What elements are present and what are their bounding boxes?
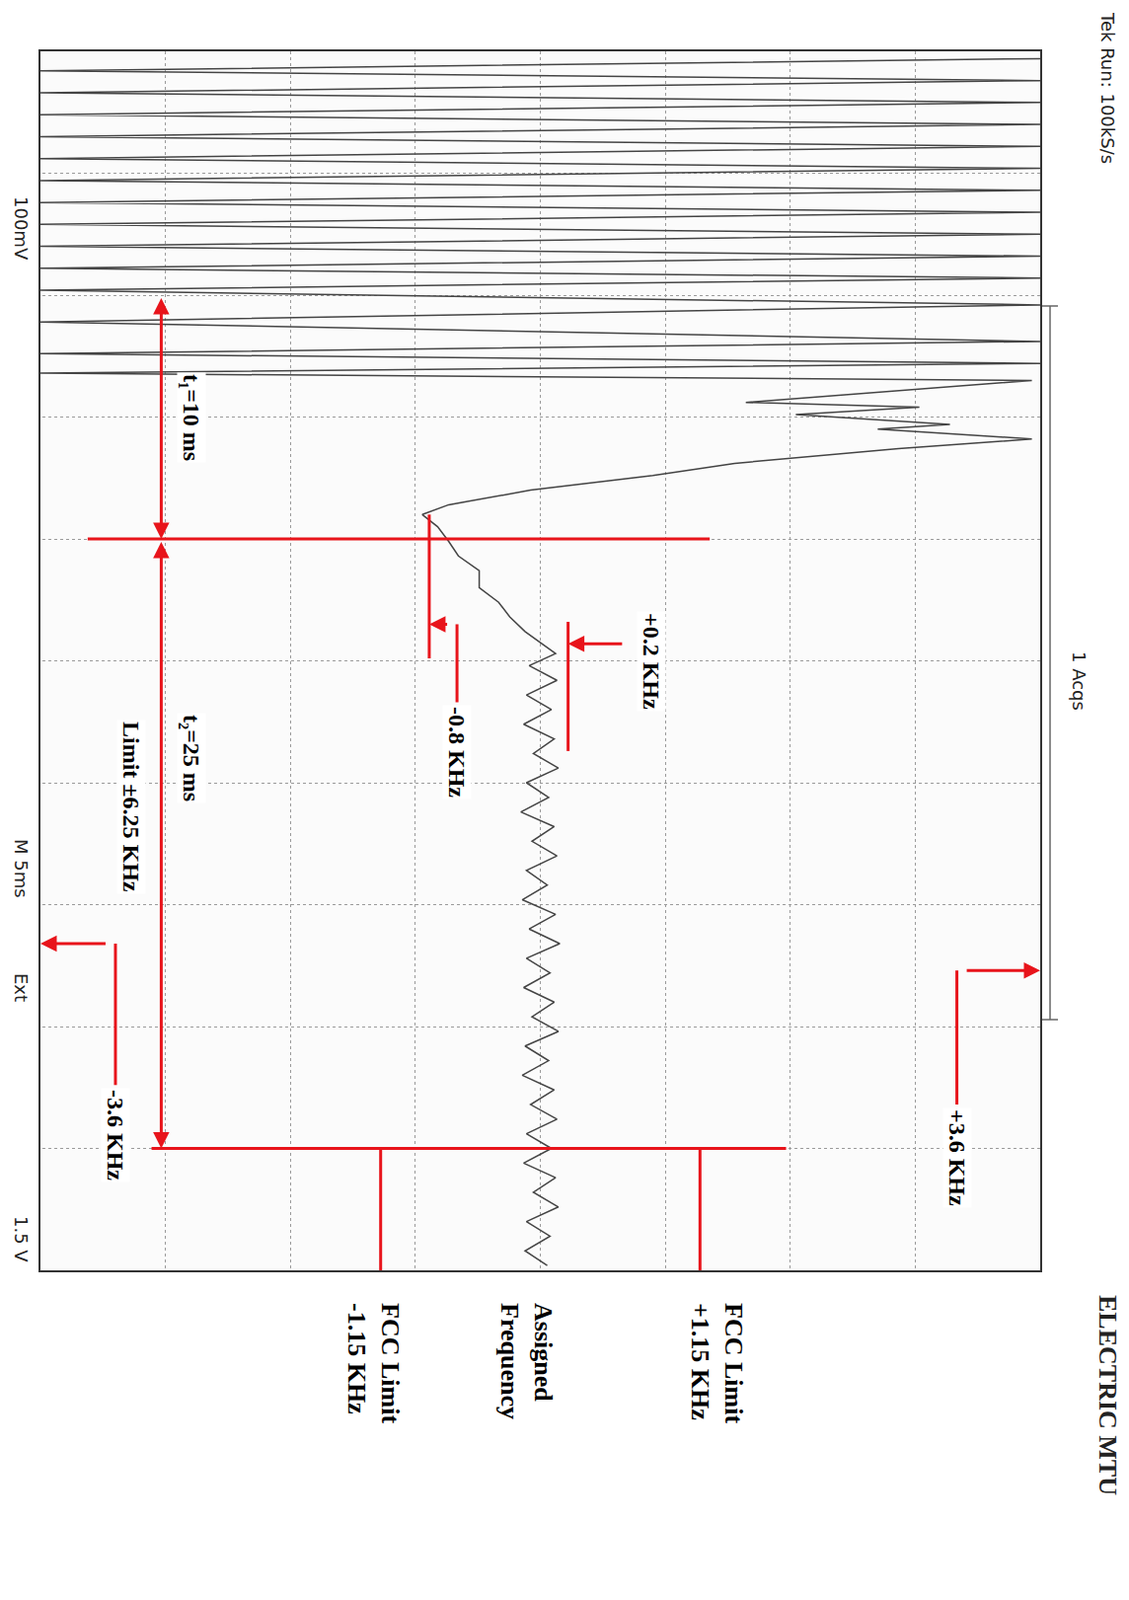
svg-text:FCC Limit+1.15 KHz: FCC Limit+1.15 KHz xyxy=(685,1302,749,1424)
svg-text:FCC Limit-1.15 KHz: FCC Limit-1.15 KHz xyxy=(342,1302,405,1424)
svg-text:1.5 V: 1.5 V xyxy=(10,1215,32,1263)
svg-text:AssignedFrequency: AssignedFrequency xyxy=(495,1302,558,1420)
svg-text:+0.2 KHz: +0.2 KHz xyxy=(638,612,665,710)
svg-text:Tek Run: 100kS/s: Tek Run: 100kS/s xyxy=(1097,11,1119,164)
svg-text:-3.6 KHz: -3.6 KHz xyxy=(102,1089,129,1181)
svg-text:-0.8 KHz: -0.8 KHz xyxy=(444,706,470,798)
svg-text:1 Acqs: 1 Acqs xyxy=(1068,651,1090,711)
svg-text:Ext: Ext xyxy=(10,973,32,1002)
svg-text:t₂=25 ms: t₂=25 ms xyxy=(178,714,205,802)
svg-text:+3.6 KHz: +3.6 KHz xyxy=(944,1109,971,1206)
svg-text:t₁=10 ms: t₁=10 ms xyxy=(178,374,205,461)
svg-text:100mV: 100mV xyxy=(10,196,32,261)
svg-text:ELECTRIC MTU: ELECTRIC MTU xyxy=(1093,1294,1123,1496)
svg-text:M 5ms: M 5ms xyxy=(10,838,32,899)
svg-text:Limit ±6.25 KHz: Limit ±6.25 KHz xyxy=(118,721,145,893)
